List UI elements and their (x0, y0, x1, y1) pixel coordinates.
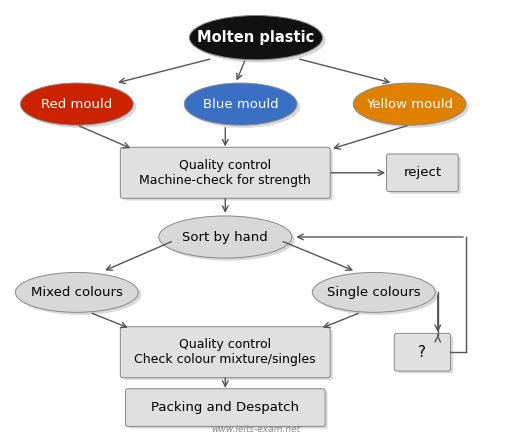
Text: Mixed colours: Mixed colours (31, 286, 123, 299)
FancyBboxPatch shape (120, 148, 330, 198)
Text: Blue mould: Blue mould (203, 97, 279, 111)
FancyBboxPatch shape (129, 392, 328, 429)
Text: Yellow mould: Yellow mould (366, 97, 453, 111)
FancyBboxPatch shape (390, 157, 461, 194)
Text: Sort by hand: Sort by hand (182, 230, 268, 244)
Ellipse shape (193, 18, 326, 62)
Text: ?: ? (418, 345, 426, 360)
FancyBboxPatch shape (124, 151, 333, 201)
FancyBboxPatch shape (124, 330, 333, 380)
Text: Packing and Despatch: Packing and Despatch (151, 401, 300, 414)
FancyBboxPatch shape (387, 154, 458, 191)
Text: Molten plastic: Molten plastic (197, 30, 315, 45)
Text: www.ielts-exam.net: www.ielts-exam.net (211, 425, 301, 434)
Text: Red mould: Red mould (41, 97, 113, 111)
FancyBboxPatch shape (398, 337, 453, 373)
FancyBboxPatch shape (120, 327, 330, 377)
Ellipse shape (184, 83, 297, 125)
FancyBboxPatch shape (125, 389, 325, 426)
Ellipse shape (312, 272, 435, 312)
Ellipse shape (15, 272, 138, 312)
Text: reject: reject (403, 166, 441, 179)
Text: Quality control
Check colour mixture/singles: Quality control Check colour mixture/sin… (135, 338, 316, 366)
Ellipse shape (187, 85, 300, 128)
FancyBboxPatch shape (394, 334, 451, 371)
Ellipse shape (20, 83, 133, 125)
Ellipse shape (18, 275, 141, 315)
Text: Quality control
Machine-check for strength: Quality control Machine-check for streng… (139, 159, 311, 187)
Ellipse shape (159, 216, 292, 258)
Ellipse shape (356, 85, 469, 128)
Ellipse shape (24, 85, 136, 128)
Ellipse shape (189, 16, 323, 60)
Ellipse shape (315, 275, 438, 315)
Ellipse shape (353, 83, 466, 125)
Ellipse shape (162, 219, 295, 260)
Text: Single colours: Single colours (327, 286, 420, 299)
